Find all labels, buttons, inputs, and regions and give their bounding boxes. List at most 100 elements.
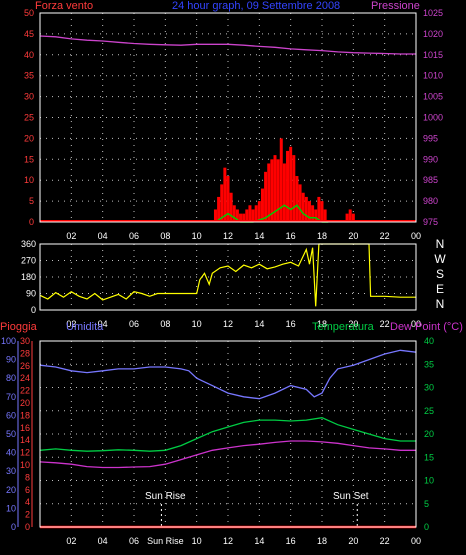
wind-panel-x-tick-label: 04 [98,231,108,241]
wind-panel-frame [39,12,417,223]
temperature-tick-label: 15 [424,452,434,462]
wind-panel-x-tick-label: 14 [254,231,264,241]
direction-panel-x-tick-label: 22 [380,319,390,329]
wind-speed-bar [232,205,236,222]
wind-speed-tick-label: 40 [24,50,34,60]
direction-panel-frame [39,243,417,311]
grid [40,13,416,527]
rain-tick-label: 0 [25,522,30,532]
humidity-tick-label: 60 [6,410,16,420]
rain-tick-label: 8 [25,472,30,482]
rain-legend: Pioggia [0,321,37,333]
temperature-tick-label: 25 [424,406,434,416]
temperature-tick-label: 40 [424,336,434,346]
wind-panel-x-tick-label: 18 [317,231,327,241]
wind-speed-tick-label: 15 [24,154,34,164]
rain-tick-label: 6 [25,485,30,495]
wind-speed-bar [323,209,327,222]
humidity-tick-label: 0 [11,522,16,532]
wind-speed-bar [301,192,305,222]
rain-tick-label: 20 [20,398,30,408]
wind-speed-tick-label: 25 [24,113,34,123]
compass-label: N [436,237,445,251]
temperature-panel-frame [39,340,417,528]
wind-panel-x-tick-label: 16 [286,231,296,241]
wind-speed-bar [279,138,283,222]
compass-label: E [436,282,444,296]
temperature-panel-x-tick-label: 12 [223,536,233,546]
wind-speed-bar [351,213,355,222]
rain-tick-label: 16 [20,423,30,433]
compass-label: W [434,252,446,266]
temperature-tick-label: 35 [424,359,434,369]
wind-speed-bar [289,146,293,222]
humidity-tick-label: 100 [1,336,16,346]
wind-speed-bar [229,192,233,222]
wind-speed-bar [317,196,321,222]
humidity-tick-label: 90 [6,355,16,365]
humidity-tick-label: 10 [6,503,16,513]
pressure-tick-label: 1015 [423,50,443,60]
humidity-legend: Umidita [66,321,104,333]
rain-tick-label: 22 [20,386,30,396]
temperature-tick-label: 20 [424,429,434,439]
temperature-panel-x-tick-label: 16 [286,536,296,546]
wind-speed-bar [257,201,261,222]
wind-panel-x-tick-label: 06 [129,231,139,241]
wind-speed-tick-label: 0 [29,217,34,227]
wind-speed-bar [270,159,274,222]
wind-speed-bar [220,184,224,222]
wind-speed-bar [239,213,243,222]
wind-speed-bar [307,201,311,222]
dewpoint-line [39,440,416,469]
wind-speed-bar [217,196,221,222]
temperature-panel-x-tick-label: 22 [380,536,390,546]
wind-speed-bar [345,213,349,222]
wind-speed-bar [248,205,252,222]
wind-speed-tick-label: 20 [24,133,34,143]
wind-speed-bar [273,155,277,222]
sunrise-marker-label: Sun Rise [145,491,186,502]
direction-panel-x-tick-label: 10 [192,319,202,329]
wind-speed-bar [292,155,296,222]
wind-panel-x-tick-label: 02 [66,231,76,241]
wind-speed-tick-label: 10 [24,175,34,185]
direction-panel-x-tick-label: 02 [66,319,76,329]
pressure-tick-label: 1000 [423,113,443,123]
temperature-panel-x-tick-label: 02 [66,536,76,546]
direction-tick-label: 180 [21,272,36,282]
temperature-tick-label: 0 [424,522,429,532]
pressure-line [39,35,416,55]
wind-speed-bar [213,209,217,222]
direction-tick-label: 0 [31,305,36,315]
wind-panel-x-tick-label: 00 [411,231,421,241]
wind-speed-tick-label: 30 [24,92,34,102]
humidity-tick-label: 40 [6,448,16,458]
wind-speed-bar [235,209,239,222]
direction-panel-x-tick-label: 04 [98,319,108,329]
direction-panel-x-tick-label: 14 [254,319,264,329]
wind-speed-bar [311,205,315,222]
wind-panel-x-tick-label: 22 [380,231,390,241]
temperature-panel-x-tick-label: 00 [411,536,421,546]
rain-tick-label: 14 [20,435,30,445]
wind-speed-bar [276,159,280,222]
wind-speed-bar [260,188,264,222]
temperature-panel-x-tick-label: 14 [254,536,264,546]
rain-tick-label: 26 [20,361,30,371]
rain-tick-label: 18 [20,410,30,420]
wind-speed-bar [282,163,286,222]
wind-speed-bar [264,171,268,222]
rain-tick-label: 12 [20,448,30,458]
humidity-tick-label: 50 [6,429,16,439]
wind-speed-tick-label: 50 [24,8,34,18]
wind-speed-bar [304,196,308,222]
sunset-marker-label: Sun Set [333,491,369,502]
rain-tick-label: 10 [20,460,30,470]
rain-tick-label: 30 [20,336,30,346]
temperature-panel-x-tick-label: 04 [98,536,108,546]
wind-speed-bar [267,163,271,222]
wind-panel-x-tick-label: 12 [223,231,233,241]
